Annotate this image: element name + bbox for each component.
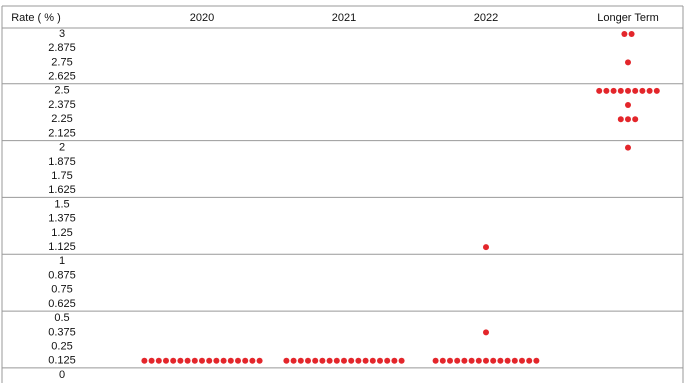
dot bbox=[617, 116, 624, 123]
dot bbox=[170, 357, 177, 364]
dot bbox=[290, 357, 297, 364]
y-tick-label: 1.75 bbox=[51, 170, 72, 182]
y-tick-label: 1.625 bbox=[48, 184, 76, 196]
dot bbox=[213, 357, 220, 364]
dot bbox=[319, 357, 326, 364]
dot bbox=[603, 87, 610, 94]
y-tick-label: 0.75 bbox=[51, 284, 72, 296]
dot bbox=[519, 357, 525, 364]
y-tick-label: 2.25 bbox=[51, 113, 72, 125]
dot bbox=[625, 116, 631, 123]
y-tick-label: 1.5 bbox=[54, 198, 69, 210]
dot bbox=[475, 357, 482, 364]
dot bbox=[220, 357, 227, 364]
y-axis-label: Rate ( % ) bbox=[11, 12, 61, 24]
y-tick-label: 1.375 bbox=[48, 213, 76, 225]
dot bbox=[526, 357, 533, 364]
dot bbox=[511, 357, 518, 364]
y-tick-label: 1.25 bbox=[51, 227, 72, 239]
dot bbox=[617, 87, 624, 94]
dot bbox=[227, 357, 234, 364]
dot bbox=[625, 87, 631, 94]
dot bbox=[439, 357, 446, 364]
column-header: Longer Term bbox=[597, 12, 659, 24]
dot bbox=[242, 357, 249, 364]
y-tick-label: 3 bbox=[59, 28, 65, 40]
dot bbox=[177, 357, 184, 364]
dot bbox=[596, 87, 603, 94]
dot bbox=[497, 357, 504, 364]
y-tick-label: 2.375 bbox=[48, 99, 76, 111]
dot bbox=[362, 357, 369, 364]
dot bbox=[377, 357, 383, 364]
dot bbox=[483, 244, 489, 251]
column-header: 2021 bbox=[332, 12, 356, 24]
dot bbox=[447, 357, 453, 364]
dot bbox=[141, 357, 148, 364]
y-tick-label: 1.875 bbox=[48, 156, 76, 168]
dot bbox=[155, 357, 162, 364]
column-header: 2020 bbox=[190, 12, 214, 24]
dot bbox=[625, 102, 631, 109]
dot bbox=[483, 357, 489, 364]
dot bbox=[184, 357, 191, 364]
dot bbox=[348, 357, 355, 364]
dot bbox=[249, 357, 256, 364]
y-tick-label: 0.875 bbox=[48, 269, 76, 281]
dot bbox=[206, 357, 213, 364]
dot bbox=[468, 357, 475, 364]
dot bbox=[333, 357, 340, 364]
y-tick-label: 1 bbox=[59, 255, 65, 267]
dot bbox=[621, 31, 628, 37]
y-tick-label: 0 bbox=[59, 369, 65, 381]
y-tick-label: 0.125 bbox=[48, 355, 76, 367]
dot bbox=[461, 357, 468, 364]
dot bbox=[628, 31, 635, 37]
y-tick-label: 2.75 bbox=[51, 56, 72, 68]
dot bbox=[483, 329, 489, 336]
dot bbox=[653, 87, 660, 94]
dot bbox=[326, 357, 333, 364]
dot bbox=[369, 357, 376, 364]
dot bbox=[312, 357, 319, 364]
dot bbox=[490, 357, 497, 364]
dot bbox=[341, 357, 347, 364]
dot bbox=[283, 357, 290, 364]
dot bbox=[504, 357, 511, 364]
dot bbox=[148, 357, 155, 364]
dot bbox=[355, 357, 362, 364]
y-tick-label: 0.625 bbox=[48, 298, 76, 310]
dot bbox=[632, 87, 639, 94]
dot bbox=[646, 87, 653, 94]
dot bbox=[199, 357, 205, 364]
dot bbox=[297, 357, 304, 364]
y-tick-label: 2.875 bbox=[48, 42, 76, 54]
column-header: 2022 bbox=[474, 12, 498, 24]
dot bbox=[533, 357, 540, 364]
dot bbox=[398, 357, 405, 364]
dot bbox=[235, 357, 241, 364]
dot bbox=[639, 87, 646, 94]
y-tick-label: 0.25 bbox=[51, 340, 72, 352]
dot bbox=[610, 87, 617, 94]
y-tick-label: 2.125 bbox=[48, 127, 76, 139]
y-tick-label: 2 bbox=[59, 142, 65, 154]
y-tick-label: 0.5 bbox=[54, 312, 69, 324]
y-tick-label: 2.5 bbox=[54, 85, 69, 97]
y-tick-label: 2.625 bbox=[48, 71, 76, 83]
y-tick-label: 0.375 bbox=[48, 326, 76, 338]
dot bbox=[632, 116, 639, 123]
dot bbox=[454, 357, 461, 364]
dot bbox=[305, 357, 311, 364]
dot bbox=[384, 357, 391, 364]
dot bbox=[625, 59, 631, 66]
dot bbox=[256, 357, 263, 364]
dot bbox=[391, 357, 398, 364]
dot bbox=[163, 357, 169, 364]
dot bbox=[625, 144, 631, 151]
dot bbox=[432, 357, 439, 364]
y-tick-label: 1.125 bbox=[48, 241, 76, 253]
dot bbox=[191, 357, 198, 364]
